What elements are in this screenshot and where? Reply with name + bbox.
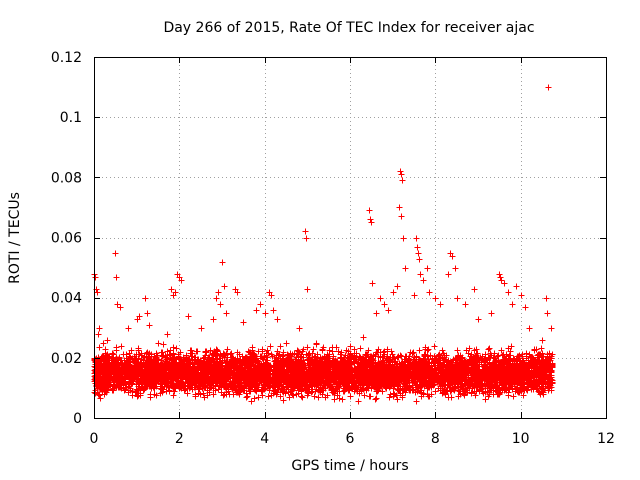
band-point bbox=[215, 386, 222, 393]
band-point bbox=[264, 347, 271, 354]
band-point bbox=[361, 392, 368, 399]
band-point bbox=[347, 393, 354, 400]
band-point bbox=[365, 347, 372, 354]
band-point bbox=[236, 351, 243, 358]
band-point bbox=[280, 349, 287, 356]
band-point bbox=[228, 350, 235, 357]
band-point bbox=[259, 346, 266, 353]
band-point bbox=[351, 346, 358, 353]
band-point bbox=[335, 348, 342, 355]
band-point bbox=[507, 348, 514, 355]
band-point bbox=[538, 345, 545, 352]
band-point bbox=[299, 394, 306, 401]
band-point bbox=[159, 349, 166, 356]
band-point bbox=[508, 343, 515, 350]
band-point bbox=[113, 347, 120, 354]
band-point bbox=[304, 344, 311, 351]
band-point bbox=[339, 396, 346, 403]
band-point bbox=[118, 343, 125, 350]
band-point bbox=[472, 392, 479, 399]
band-point bbox=[173, 345, 180, 352]
band-point bbox=[320, 344, 327, 351]
band-point bbox=[486, 345, 493, 352]
band-point bbox=[510, 393, 517, 400]
band-point bbox=[310, 346, 317, 353]
band-point bbox=[534, 352, 541, 359]
band-point bbox=[496, 390, 503, 397]
band-point bbox=[160, 341, 167, 348]
band-point bbox=[357, 345, 364, 352]
band-point bbox=[322, 394, 329, 401]
band-point bbox=[319, 347, 326, 354]
band-point bbox=[445, 394, 452, 401]
band-point bbox=[394, 396, 401, 403]
band-point bbox=[353, 350, 360, 357]
band-point bbox=[331, 396, 338, 403]
band-point bbox=[120, 351, 127, 358]
band-point bbox=[96, 344, 103, 351]
band-point bbox=[170, 344, 177, 351]
band-point bbox=[147, 394, 154, 401]
band-point bbox=[151, 391, 158, 398]
band-point bbox=[431, 343, 438, 350]
band-point bbox=[110, 351, 117, 358]
band-point bbox=[416, 347, 423, 354]
band-point bbox=[290, 392, 297, 399]
band-point bbox=[329, 348, 336, 355]
band-point bbox=[97, 395, 104, 402]
band-point bbox=[373, 349, 380, 356]
data-points bbox=[91, 84, 556, 405]
band-point bbox=[140, 387, 147, 394]
band-point bbox=[265, 393, 272, 400]
band-point bbox=[440, 389, 447, 396]
band-point bbox=[194, 348, 201, 355]
band-point bbox=[355, 398, 362, 405]
band-point bbox=[520, 392, 527, 399]
chart-title: Day 266 of 2015, Rate Of TEC Index for r… bbox=[163, 20, 534, 36]
band-point bbox=[473, 346, 480, 353]
band-point bbox=[486, 354, 493, 361]
band-point bbox=[454, 347, 461, 354]
band-point bbox=[413, 398, 420, 405]
band-point bbox=[499, 352, 506, 359]
band-point bbox=[170, 392, 177, 399]
band-point bbox=[373, 395, 380, 402]
band-point bbox=[249, 344, 256, 351]
band-point bbox=[221, 357, 228, 364]
band-point bbox=[482, 396, 489, 403]
band-point bbox=[485, 346, 492, 353]
band-point bbox=[135, 345, 142, 352]
band-point bbox=[432, 388, 439, 395]
band-point bbox=[372, 396, 379, 403]
band-point bbox=[220, 392, 227, 399]
band-point bbox=[315, 394, 322, 401]
band-point bbox=[280, 397, 287, 404]
band-point bbox=[498, 347, 505, 354]
